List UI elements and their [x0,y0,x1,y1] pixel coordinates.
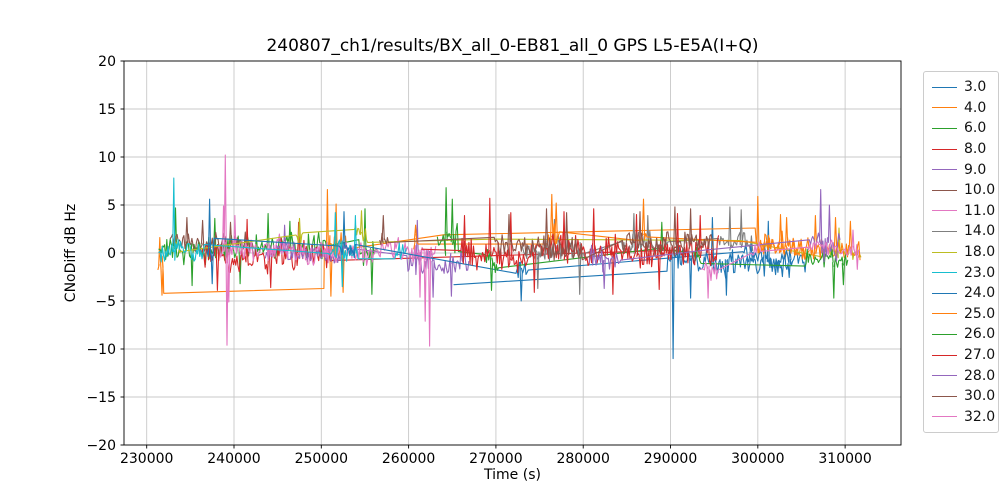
legend-item-32.0: 32.0 [932,407,998,428]
legend-label: 27.0 [964,347,996,364]
legend-line-sample [932,189,957,191]
x-axis-label: Time (s) [484,467,541,483]
x-tick-label: 280000 [556,451,609,467]
x-tick-label: 290000 [644,451,697,467]
legend-item-11.0: 11.0 [932,201,998,222]
legend-line-sample [932,107,957,109]
legend-label: 4.0 [964,99,987,116]
legend-label: 32.0 [964,408,996,425]
x-tick-label: 240000 [207,451,260,467]
legend-line-sample [932,395,957,397]
y-tick-label: 0 [107,246,116,262]
legend-item-23.0: 23.0 [932,262,998,283]
legend-item-24.0: 24.0 [932,283,998,304]
legend-line-sample [932,148,957,150]
legend-line-sample [932,251,957,253]
series-line-11.0 [217,154,437,347]
y-axis-label: CNoDiff dB Hz [63,203,79,303]
series-line-28.0 [588,189,841,290]
legend-label: 25.0 [964,305,996,322]
legend-item-9.0: 9.0 [932,159,998,180]
y-tick-label: 10 [98,150,116,166]
x-tick-label: 250000 [295,451,348,467]
y-tick-label: −15 [86,390,116,406]
series-line-14.0 [521,206,754,295]
legend-line-sample [932,86,957,88]
legend-label: 9.0 [964,161,987,178]
y-tick-label: 15 [98,102,116,118]
legend-label: 24.0 [964,285,996,302]
legend-item-25.0: 25.0 [932,304,998,325]
legend-label: 23.0 [964,264,996,281]
legend-label: 26.0 [964,326,996,343]
series-lines [157,154,862,360]
series-line-23.0 [158,177,407,288]
x-tick-label: 230000 [120,451,173,467]
series-line-30.0 [379,206,714,261]
series-line-24.0 [206,198,792,302]
chart-title: 240807_ch1/results/BX_all_0-EB81_all_0 G… [266,36,759,56]
legend-item-30.0: 30.0 [932,386,998,407]
tick-labels: 230000 240000 250000 260000 270000 280000 2900… [86,54,871,467]
legend-label: 6.0 [964,120,987,137]
legend-line-sample [932,169,957,171]
legend-line-sample [932,272,957,274]
legend-item-18.0: 18.0 [932,242,998,263]
y-tick-label: −20 [86,438,116,454]
legend: 3.0 4.0 6.0 8.0 9.0 10.0 11.0 14.0 18.0 23.0 24.0 2… [923,71,999,434]
axis-frame [120,60,902,449]
legend-item-14.0: 14.0 [932,221,998,242]
legend-line-sample [932,292,957,294]
legend-label: 3.0 [964,79,987,96]
legend-line-sample [932,333,957,335]
legend-label: 11.0 [964,202,996,219]
legend-item-8.0: 8.0 [932,139,998,160]
legend-label: 30.0 [964,388,996,405]
legend-line-sample [932,354,957,356]
legend-item-28.0: 28.0 [932,365,998,386]
y-tick-label: 5 [107,198,116,214]
legend-label: 8.0 [964,141,987,158]
legend-line-sample [932,416,957,418]
x-tick-label: 300000 [731,451,784,467]
legend-label: 18.0 [964,244,996,261]
legend-item-26.0: 26.0 [932,324,998,345]
legend-item-10.0: 10.0 [932,180,998,201]
legend-item-4.0: 4.0 [932,98,998,119]
legend-line-sample [932,313,957,315]
legend-label: 10.0 [964,182,996,199]
legend-item-27.0: 27.0 [932,345,998,366]
x-tick-label: 270000 [469,451,522,467]
y-tick-label: −5 [95,294,116,310]
x-tick-label: 310000 [818,451,871,467]
legend-item-3.0: 3.0 [932,77,998,98]
legend-item-6.0: 6.0 [932,118,998,139]
legend-label: 14.0 [964,223,996,240]
x-tick-label: 260000 [382,451,435,467]
y-tick-label: 20 [98,54,116,70]
legend-line-sample [932,210,957,212]
legend-line-sample [932,230,957,232]
y-tick-label: −10 [86,342,116,358]
legend-line-sample [932,127,957,129]
legend-label: 28.0 [964,367,996,384]
series-line-32.0 [700,229,860,299]
legend-line-sample [932,375,957,377]
